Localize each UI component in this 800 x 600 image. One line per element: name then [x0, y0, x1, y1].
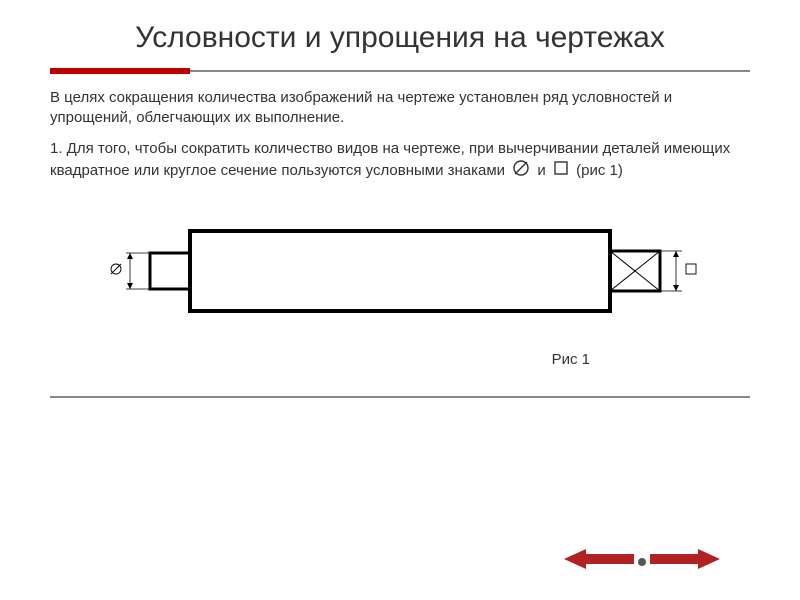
underline-rest [190, 70, 750, 72]
diameter-icon [512, 159, 530, 183]
slide-title: Условности и упрощения на чертежах [50, 20, 750, 56]
title-underline [50, 68, 750, 74]
paragraph-1: В целях сокращения количества изображени… [50, 88, 750, 129]
paragraph-2: 1. Для того, чтобы сократить количество … [50, 139, 750, 184]
footer-rule [50, 396, 750, 398]
paragraph-2-mid: и [537, 162, 545, 179]
figure-1 [50, 201, 750, 341]
paragraph-2-pre: 1. Для того, чтобы сократить количество … [50, 140, 730, 179]
paragraph-2-post: (рис 1) [576, 162, 623, 179]
slide-navigation [564, 549, 720, 574]
underline-accent [50, 68, 190, 74]
nav-dot [638, 558, 646, 566]
next-arrow-icon[interactable] [650, 549, 720, 574]
square-icon [553, 160, 569, 182]
figure-caption: Рис 1 [50, 351, 750, 368]
prev-arrow-icon[interactable] [564, 549, 634, 574]
